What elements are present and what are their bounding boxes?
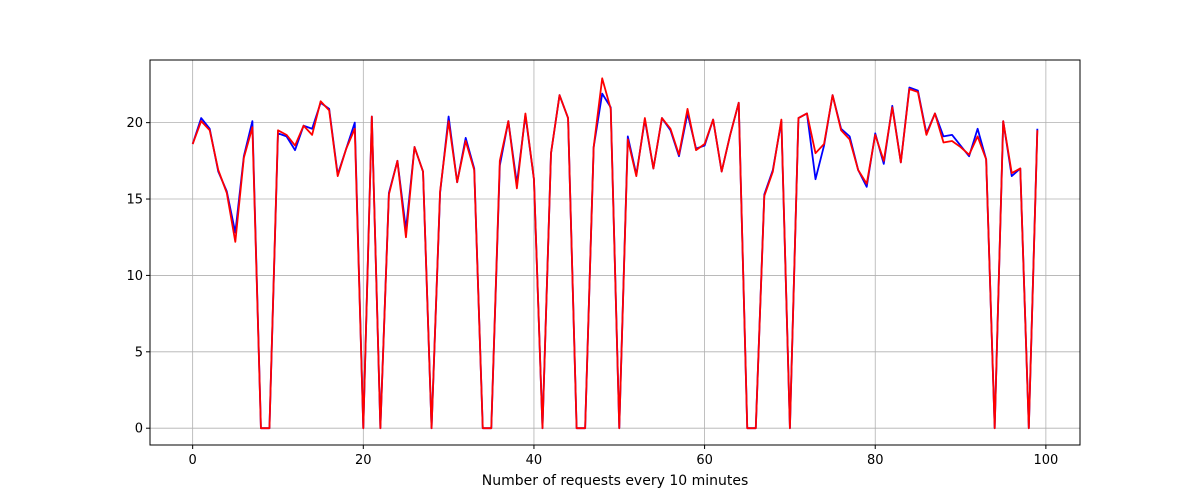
x-tick-label: 0 [189,453,197,468]
x-tick-label: 100 [1033,453,1058,468]
x-tick-label: 80 [867,453,884,468]
series-group [191,77,1039,430]
y-tick-label: 5 [135,345,143,360]
series-line-2 [191,77,1039,430]
y-tick-label: 0 [135,422,143,437]
x-tick-label: 60 [696,453,713,468]
x-axis-label: Number of requests every 10 minutes [482,473,749,489]
axis-ticks: 0 20 40 60 80 100 0 5 10 15 20 [126,116,1058,468]
x-tick-label: 20 [355,453,372,468]
y-tick-label: 20 [126,116,143,131]
y-tick-label: 10 [126,269,143,284]
y-tick-label: 15 [126,193,143,208]
x-tick-label: 40 [526,453,543,468]
plot-frame [149,59,1081,446]
